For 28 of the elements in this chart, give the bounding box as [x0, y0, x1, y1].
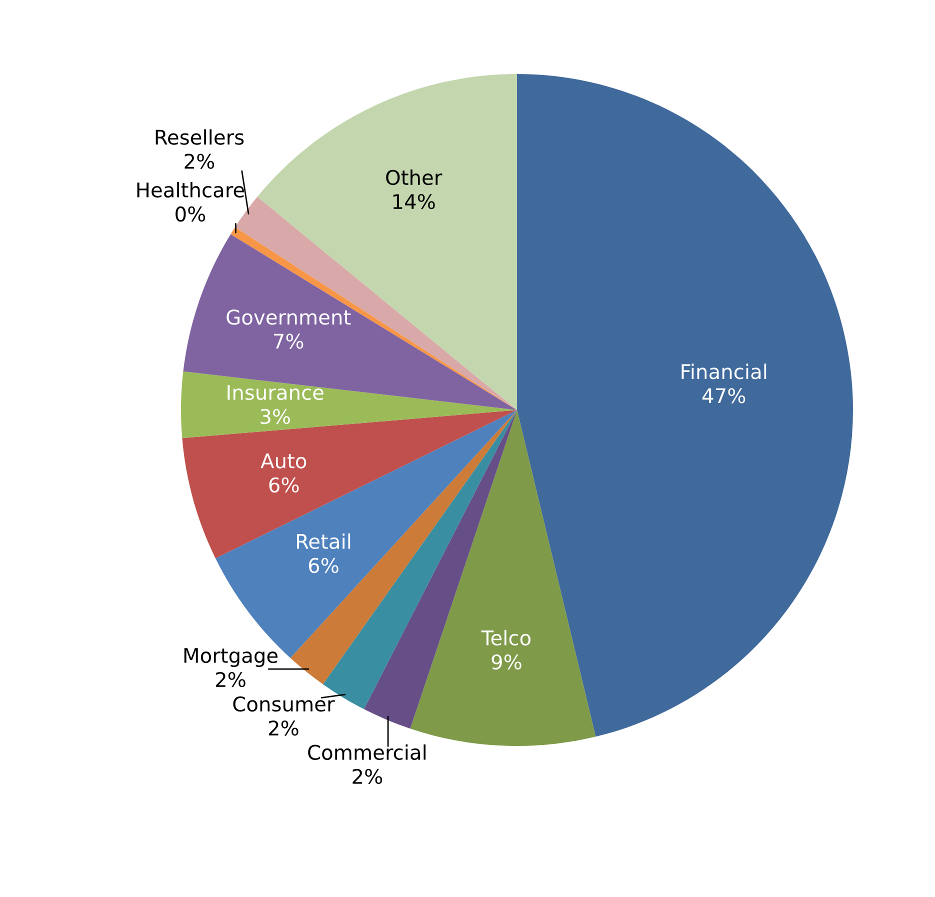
data-label: 2% [268, 720, 298, 736]
data-label: 47% [702, 388, 746, 404]
data-label: 6% [269, 477, 299, 493]
data-label: 3% [260, 408, 290, 424]
slice-label: Telco [481, 630, 530, 646]
data-label: 7% [274, 334, 304, 349]
slice-label: Healthcare [137, 182, 244, 198]
pie-slice [181, 371, 517, 438]
data-label: 9% [492, 654, 522, 670]
slice-label: Government [226, 310, 351, 325]
slice-label: Retail [297, 533, 350, 550]
pie-slice [182, 410, 517, 558]
data-label: 2% [216, 672, 246, 688]
pie-slice [183, 234, 517, 410]
slice-label: Resellers [156, 129, 244, 145]
slice-label: Mortgage [184, 648, 278, 667]
slice-label: Commercial [308, 744, 426, 760]
slice-label: Insurance [228, 385, 324, 400]
data-label: 2% [352, 768, 382, 784]
data-label: 6% [308, 558, 338, 574]
slice-label: Consumer [233, 696, 335, 712]
data-label: 2% [184, 154, 214, 169]
data-label: 14% [393, 194, 435, 210]
pie-slice [410, 410, 596, 746]
slice-label: Other [386, 170, 442, 186]
slice-label: Financial [682, 364, 766, 380]
slice-label: Auto [260, 454, 306, 468]
data-label: 0% [176, 206, 206, 222]
